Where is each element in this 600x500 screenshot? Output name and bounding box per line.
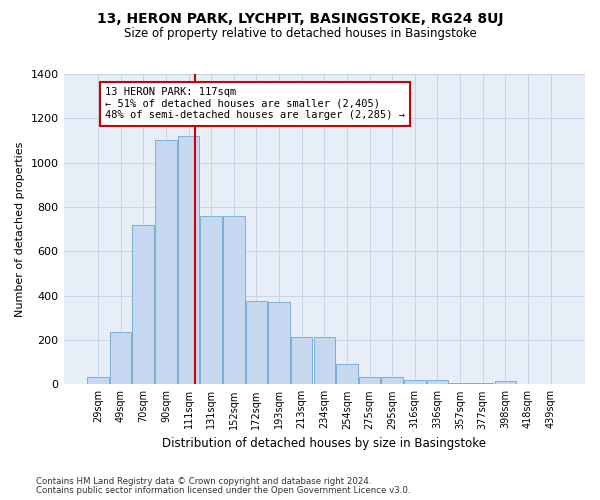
Bar bbox=[449, 383, 471, 384]
Bar bbox=[314, 336, 335, 384]
Y-axis label: Number of detached properties: Number of detached properties bbox=[15, 142, 25, 317]
Text: 13 HERON PARK: 117sqm
← 51% of detached houses are smaller (2,405)
48% of semi-d: 13 HERON PARK: 117sqm ← 51% of detached … bbox=[105, 88, 405, 120]
Text: Size of property relative to detached houses in Basingstoke: Size of property relative to detached ho… bbox=[124, 28, 476, 40]
Text: Contains HM Land Registry data © Crown copyright and database right 2024.: Contains HM Land Registry data © Crown c… bbox=[36, 477, 371, 486]
Bar bbox=[359, 376, 380, 384]
Bar bbox=[245, 301, 267, 384]
Bar bbox=[268, 302, 290, 384]
Bar bbox=[404, 380, 425, 384]
Bar bbox=[200, 216, 222, 384]
X-axis label: Distribution of detached houses by size in Basingstoke: Distribution of detached houses by size … bbox=[162, 437, 486, 450]
Bar bbox=[133, 224, 154, 384]
Bar bbox=[291, 336, 313, 384]
Bar bbox=[382, 376, 403, 384]
Bar bbox=[178, 136, 199, 384]
Bar bbox=[472, 383, 493, 384]
Bar bbox=[87, 376, 109, 384]
Text: Contains public sector information licensed under the Open Government Licence v3: Contains public sector information licen… bbox=[36, 486, 410, 495]
Bar bbox=[155, 140, 176, 384]
Bar bbox=[110, 332, 131, 384]
Bar bbox=[494, 381, 516, 384]
Text: 13, HERON PARK, LYCHPIT, BASINGSTOKE, RG24 8UJ: 13, HERON PARK, LYCHPIT, BASINGSTOKE, RG… bbox=[97, 12, 503, 26]
Bar bbox=[223, 216, 245, 384]
Bar bbox=[336, 364, 358, 384]
Bar bbox=[427, 380, 448, 384]
